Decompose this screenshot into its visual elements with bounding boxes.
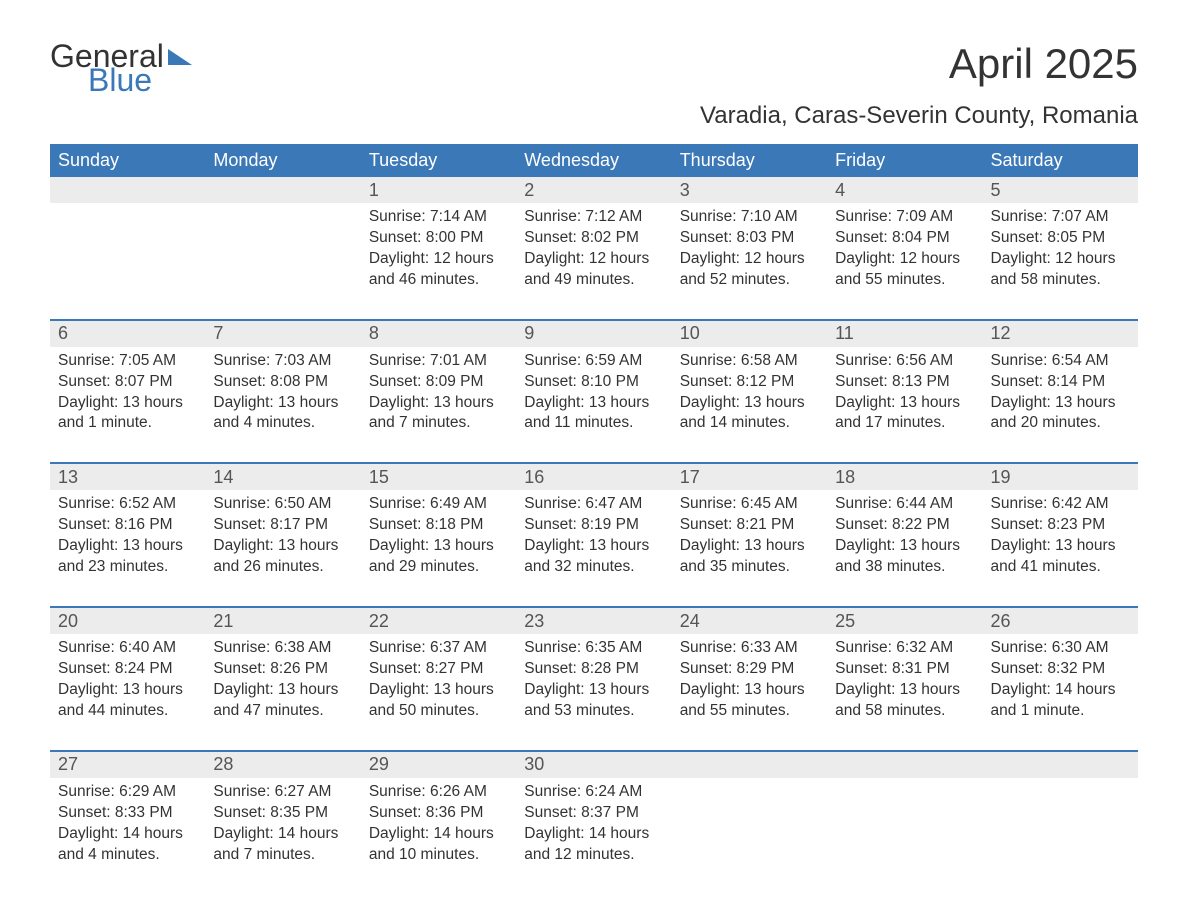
- day-number: [672, 752, 827, 778]
- day-number: 3: [672, 177, 827, 203]
- day-number: 22: [361, 608, 516, 634]
- day-number: 29: [361, 752, 516, 778]
- col-monday: Monday: [205, 144, 360, 177]
- day-cell: Sunrise: 6:38 AMSunset: 8:26 PMDaylight:…: [205, 634, 360, 751]
- day-number: 4: [827, 177, 982, 203]
- day-cell: Sunrise: 6:54 AMSunset: 8:14 PMDaylight:…: [983, 347, 1138, 464]
- day-cell: Sunrise: 6:24 AMSunset: 8:37 PMDaylight:…: [516, 778, 671, 894]
- day-number: 7: [205, 321, 360, 347]
- day-cell: Sunrise: 6:35 AMSunset: 8:28 PMDaylight:…: [516, 634, 671, 751]
- day-cell: Sunrise: 7:09 AMSunset: 8:04 PMDaylight:…: [827, 203, 982, 320]
- day-cell: Sunrise: 6:40 AMSunset: 8:24 PMDaylight:…: [50, 634, 205, 751]
- day-number: 1: [361, 177, 516, 203]
- day-cell: Sunrise: 6:58 AMSunset: 8:12 PMDaylight:…: [672, 347, 827, 464]
- day-cell: Sunrise: 6:45 AMSunset: 8:21 PMDaylight:…: [672, 490, 827, 607]
- day-cell: Sunrise: 6:47 AMSunset: 8:19 PMDaylight:…: [516, 490, 671, 607]
- day-cell: Sunrise: 6:26 AMSunset: 8:36 PMDaylight:…: [361, 778, 516, 894]
- day-number: 11: [827, 321, 982, 347]
- day-number-row: 12345: [50, 177, 1138, 203]
- day-number-row: 27282930: [50, 752, 1138, 778]
- col-friday: Friday: [827, 144, 982, 177]
- day-cell: Sunrise: 6:42 AMSunset: 8:23 PMDaylight:…: [983, 490, 1138, 607]
- day-number: 5: [983, 177, 1138, 203]
- day-cell: Sunrise: 7:05 AMSunset: 8:07 PMDaylight:…: [50, 347, 205, 464]
- day-cell: Sunrise: 7:10 AMSunset: 8:03 PMDaylight:…: [672, 203, 827, 320]
- day-number: [205, 177, 360, 203]
- day-cell: [827, 778, 982, 894]
- header: General Blue April 2025: [50, 40, 1138, 96]
- weekday-header-row: Sunday Monday Tuesday Wednesday Thursday…: [50, 144, 1138, 177]
- day-number: [983, 752, 1138, 778]
- day-number: 15: [361, 464, 516, 490]
- day-number: 17: [672, 464, 827, 490]
- day-number: 26: [983, 608, 1138, 634]
- day-number: 12: [983, 321, 1138, 347]
- col-saturday: Saturday: [983, 144, 1138, 177]
- day-cell: Sunrise: 6:59 AMSunset: 8:10 PMDaylight:…: [516, 347, 671, 464]
- day-number-row: 6789101112: [50, 321, 1138, 347]
- day-number: 13: [50, 464, 205, 490]
- day-number-row: 20212223242526: [50, 608, 1138, 634]
- location-subtitle: Varadia, Caras-Severin County, Romania: [50, 102, 1138, 130]
- col-thursday: Thursday: [672, 144, 827, 177]
- day-number: 24: [672, 608, 827, 634]
- day-number: 14: [205, 464, 360, 490]
- day-number-row: 13141516171819: [50, 464, 1138, 490]
- day-cell: Sunrise: 6:33 AMSunset: 8:29 PMDaylight:…: [672, 634, 827, 751]
- day-number: 23: [516, 608, 671, 634]
- day-cell: Sunrise: 6:30 AMSunset: 8:32 PMDaylight:…: [983, 634, 1138, 751]
- day-number: [827, 752, 982, 778]
- day-cell: [983, 778, 1138, 894]
- day-content-row: Sunrise: 7:14 AMSunset: 8:00 PMDaylight:…: [50, 203, 1138, 320]
- day-number: 21: [205, 608, 360, 634]
- day-number: 30: [516, 752, 671, 778]
- day-number: 27: [50, 752, 205, 778]
- day-cell: Sunrise: 7:03 AMSunset: 8:08 PMDaylight:…: [205, 347, 360, 464]
- day-cell: Sunrise: 6:29 AMSunset: 8:33 PMDaylight:…: [50, 778, 205, 894]
- day-number: 6: [50, 321, 205, 347]
- logo: General Blue: [50, 40, 194, 96]
- day-cell: Sunrise: 6:56 AMSunset: 8:13 PMDaylight:…: [827, 347, 982, 464]
- day-cell: Sunrise: 7:14 AMSunset: 8:00 PMDaylight:…: [361, 203, 516, 320]
- day-content-row: Sunrise: 6:52 AMSunset: 8:16 PMDaylight:…: [50, 490, 1138, 607]
- day-content-row: Sunrise: 7:05 AMSunset: 8:07 PMDaylight:…: [50, 347, 1138, 464]
- day-number: 20: [50, 608, 205, 634]
- day-cell: Sunrise: 6:52 AMSunset: 8:16 PMDaylight:…: [50, 490, 205, 607]
- calendar-table: Sunday Monday Tuesday Wednesday Thursday…: [50, 144, 1138, 893]
- day-cell: Sunrise: 7:12 AMSunset: 8:02 PMDaylight:…: [516, 203, 671, 320]
- day-cell: [50, 203, 205, 320]
- day-cell: Sunrise: 6:32 AMSunset: 8:31 PMDaylight:…: [827, 634, 982, 751]
- day-cell: Sunrise: 6:49 AMSunset: 8:18 PMDaylight:…: [361, 490, 516, 607]
- col-tuesday: Tuesday: [361, 144, 516, 177]
- day-number: 2: [516, 177, 671, 203]
- day-content-row: Sunrise: 6:29 AMSunset: 8:33 PMDaylight:…: [50, 778, 1138, 894]
- logo-text-blue: Blue: [88, 64, 194, 96]
- day-cell: Sunrise: 6:27 AMSunset: 8:35 PMDaylight:…: [205, 778, 360, 894]
- day-cell: Sunrise: 6:37 AMSunset: 8:27 PMDaylight:…: [361, 634, 516, 751]
- day-number: 18: [827, 464, 982, 490]
- day-number: 16: [516, 464, 671, 490]
- day-number: 8: [361, 321, 516, 347]
- day-cell: [672, 778, 827, 894]
- day-cell: Sunrise: 6:50 AMSunset: 8:17 PMDaylight:…: [205, 490, 360, 607]
- day-number: [50, 177, 205, 203]
- day-cell: [205, 203, 360, 320]
- day-number: 19: [983, 464, 1138, 490]
- day-number: 10: [672, 321, 827, 347]
- page-title: April 2025: [949, 40, 1138, 88]
- day-cell: Sunrise: 6:44 AMSunset: 8:22 PMDaylight:…: [827, 490, 982, 607]
- day-cell: Sunrise: 7:07 AMSunset: 8:05 PMDaylight:…: [983, 203, 1138, 320]
- day-cell: Sunrise: 7:01 AMSunset: 8:09 PMDaylight:…: [361, 347, 516, 464]
- col-wednesday: Wednesday: [516, 144, 671, 177]
- day-number: 28: [205, 752, 360, 778]
- day-content-row: Sunrise: 6:40 AMSunset: 8:24 PMDaylight:…: [50, 634, 1138, 751]
- day-number: 25: [827, 608, 982, 634]
- day-number: 9: [516, 321, 671, 347]
- col-sunday: Sunday: [50, 144, 205, 177]
